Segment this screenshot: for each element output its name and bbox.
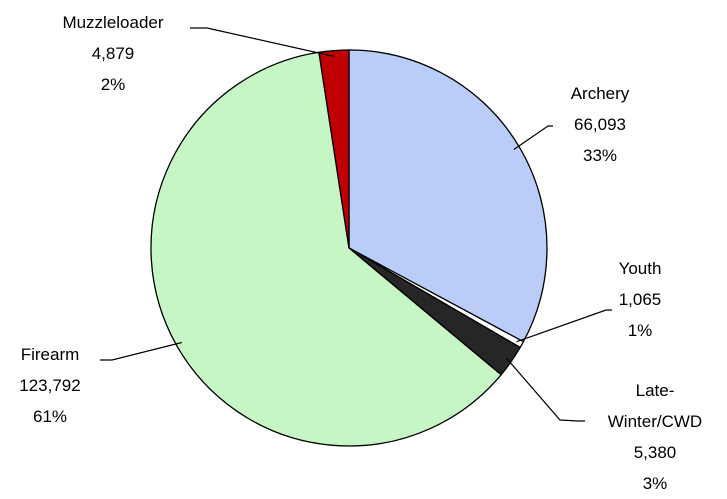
leader-line [100,341,182,361]
leader-line [505,357,585,422]
value-label: 4,879 [91,44,135,63]
leader-line [190,27,335,58]
slice-label: Muzzleloader 4,879 2% [58,7,168,100]
value-label: 123,792 [19,376,81,395]
percent-label: 61% [32,407,68,426]
leader-line [516,309,612,343]
category-label: Firearm [20,345,80,364]
value-label: 66,093 [574,115,626,134]
value-label: 1,065 [618,290,662,309]
slice-label: Archery 66,093 33% [545,78,655,171]
category-label: Late-Winter/CWD [607,381,703,431]
percent-label: 2% [100,75,126,94]
percent-label: 33% [582,146,618,165]
value-label: 5,380 [633,443,677,462]
category-label: Archery [570,84,630,103]
percent-label: 3% [642,474,668,493]
slice-label: Youth 1,065 1% [590,253,690,346]
slice-label: Late-Winter/CWD 5,380 3% [600,375,710,499]
percent-label: 1% [627,321,653,340]
pie-slice [318,49,350,249]
leader-line [513,125,553,150]
slice-label: Firearm 123,792 61% [0,339,100,432]
category-label: Youth [618,259,662,278]
pie-slice [150,51,503,447]
category-label: Muzzleloader [62,13,164,32]
